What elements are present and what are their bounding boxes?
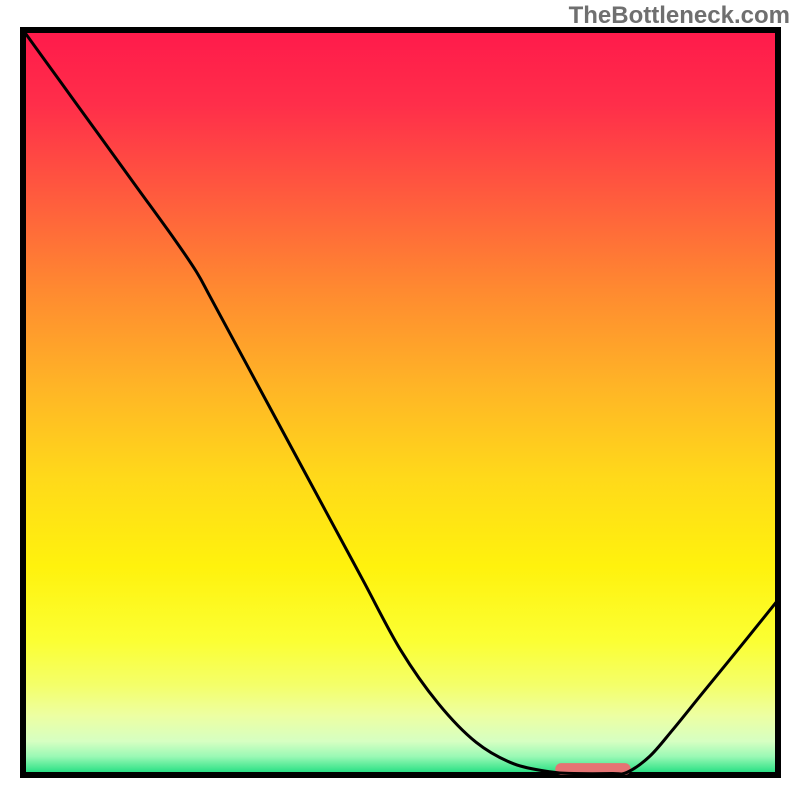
bottleneck-curve-chart: [0, 0, 800, 800]
chart-container: TheBottleneck.com: [0, 0, 800, 800]
watermark-text: TheBottleneck.com: [569, 2, 790, 30]
plot-background: [23, 30, 778, 775]
chart-svg: [0, 0, 800, 800]
